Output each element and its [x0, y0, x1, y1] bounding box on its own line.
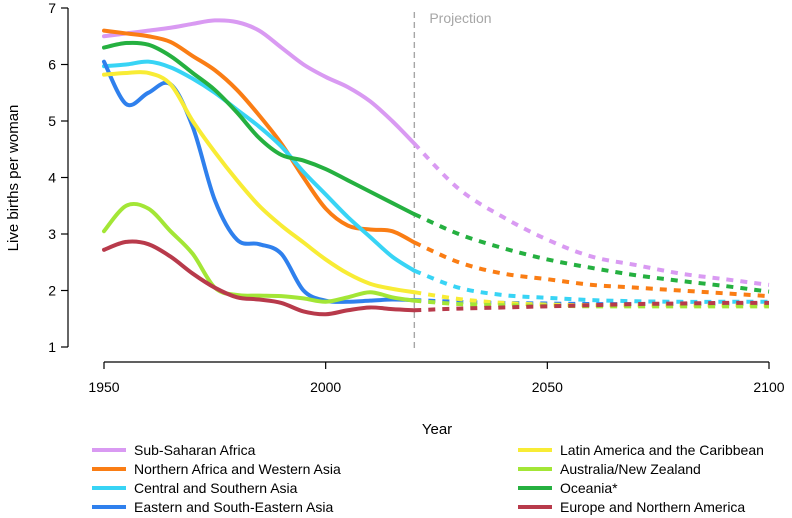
x-tick-label: 2100 [753, 379, 784, 395]
x-tick-label: 2000 [310, 379, 341, 395]
y-tick-label: 3 [48, 226, 56, 242]
y-tick-label: 5 [48, 113, 56, 129]
legend-item: Sub-Saharan Africa [92, 442, 256, 458]
series-oceania- [102, 40, 770, 294]
series-line-projected [413, 240, 770, 299]
series-layer [102, 18, 770, 317]
series-sub-saharan-africa [102, 18, 770, 287]
legend-item: Oceania* [518, 480, 618, 496]
series-line-estimated [102, 40, 417, 217]
legend-label: Sub-Saharan Africa [134, 442, 256, 458]
legend-label: Central and Southern Asia [134, 480, 298, 496]
legend-label: Europe and Northern America [560, 499, 745, 515]
x-tick-label: 2050 [532, 379, 563, 395]
y-tick-label: 2 [48, 283, 56, 299]
series-line-projected [414, 300, 770, 313]
series-line-estimated [102, 70, 417, 295]
legend-label: Australia/New Zealand [560, 461, 701, 477]
x-axis-title: Year [422, 421, 452, 438]
projection-marker: Projection [413, 10, 492, 348]
legend-label: Eastern and South-Eastern Asia [134, 499, 333, 515]
legend-item: Central and Southern Asia [92, 480, 298, 496]
legend-item: Latin America and the Caribbean [518, 442, 764, 458]
series-europe-and-northern-america [102, 239, 770, 317]
legend-label: Latin America and the Caribbean [560, 442, 764, 458]
series-line-projected [414, 298, 769, 307]
legend-item: Australia/New Zealand [518, 461, 701, 477]
projection-label: Projection [429, 10, 491, 26]
y-tick-label: 7 [48, 0, 56, 16]
y-tick-label: 1 [48, 339, 56, 355]
legend-item: Eastern and South-Eastern Asia [92, 499, 333, 515]
legend: Sub-Saharan Africa Northern Africa and We… [92, 442, 764, 515]
series-central-and-southern-asia [102, 59, 769, 304]
series-line-estimated [102, 201, 417, 304]
y-tick-label: 4 [48, 170, 56, 186]
series-line-estimated [102, 239, 417, 317]
series-line-estimated [102, 18, 417, 146]
series-australia-new-zealand [102, 201, 769, 309]
series-line-estimated [102, 59, 417, 304]
series-line-projected [413, 268, 769, 304]
legend-label: Oceania* [560, 480, 618, 496]
legend-label: Northern Africa and Western Asia [134, 461, 341, 477]
legend-item: Northern Africa and Western Asia [92, 461, 341, 477]
y-tick-label: 6 [48, 57, 56, 73]
y-axis-title: Live births per woman [5, 105, 22, 252]
series-line-estimated [102, 59, 417, 273]
legend-item: Europe and Northern America [518, 499, 745, 515]
series-line-projected [413, 212, 770, 294]
series-line-projected [414, 298, 769, 309]
axes: 1 2 3 4 5 6 7 1950 2000 2050 2100 [48, 0, 785, 395]
x-tick-label: 1950 [88, 379, 119, 395]
series-line-projected [412, 142, 770, 287]
